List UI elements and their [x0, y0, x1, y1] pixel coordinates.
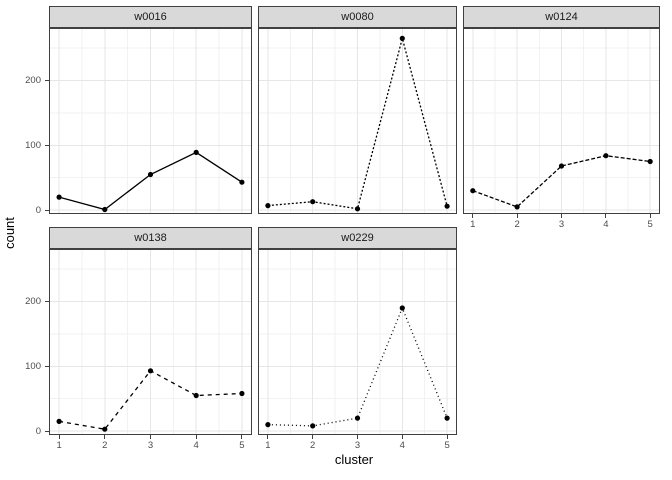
x-tick-label: 2 — [102, 440, 108, 451]
panel-gridlines — [463, 28, 660, 214]
x-tick-label: 4 — [603, 219, 609, 230]
facet-panel-w0080 — [258, 28, 457, 214]
x-tick-label: 1 — [56, 440, 62, 451]
x-tick-mark — [605, 214, 607, 218]
series-points — [470, 153, 653, 210]
facet-panel-w0124 — [463, 28, 660, 214]
x-tick-mark — [446, 435, 448, 439]
x-tick-label: 1 — [470, 219, 476, 230]
series-line — [472, 155, 651, 208]
panel-gridlines — [258, 249, 457, 435]
facet-strip: w0138 — [49, 227, 252, 249]
panel-gridlines — [49, 28, 252, 214]
facet-strip: w0016 — [49, 6, 252, 28]
series-line — [267, 35, 448, 210]
x-tick-mark — [195, 435, 197, 439]
series-points — [56, 368, 245, 432]
panel-gridlines — [258, 28, 457, 214]
series-line — [267, 306, 448, 427]
facet-strip-label: w0138 — [134, 232, 167, 244]
y-tick-mark — [45, 209, 49, 211]
y-tick-mark — [45, 365, 49, 367]
y-tick-label: 0 — [35, 204, 41, 216]
x-tick-label: 2 — [514, 219, 520, 230]
facet-strip-label: w0229 — [341, 232, 374, 244]
y-tick-label: 0 — [35, 425, 41, 437]
x-tick-mark — [58, 435, 60, 439]
x-tick-label: 1 — [265, 440, 271, 451]
series-points — [265, 35, 450, 212]
x-tick-label: 4 — [399, 440, 405, 451]
y-tick-label: 200 — [25, 296, 41, 307]
y-tick-label: 100 — [25, 360, 41, 372]
y-tick-label: 200 — [25, 75, 41, 86]
facet-strip: w0124 — [463, 6, 660, 28]
x-axis-title: cluster — [334, 452, 374, 467]
x-tick-label: 2 — [310, 440, 316, 451]
x-tick-label: 3 — [558, 219, 565, 230]
y-tick-label: 100 — [25, 139, 41, 151]
facet-strip: w0229 — [258, 227, 457, 249]
x-tick-mark — [357, 435, 358, 439]
y-tick-mark — [45, 301, 49, 302]
x-tick-mark — [649, 214, 651, 218]
x-tick-mark — [401, 435, 403, 439]
x-tick-label: 5 — [647, 219, 653, 230]
x-tick-mark — [241, 435, 243, 439]
facet-strip-label: w0080 — [341, 11, 374, 23]
y-tick-mark — [45, 430, 49, 432]
x-tick-mark — [104, 435, 106, 439]
x-tick-mark — [150, 435, 151, 439]
panel-gridlines — [49, 249, 252, 435]
x-tick-mark — [561, 214, 562, 218]
facet-strip: w0080 — [258, 6, 457, 28]
y-tick-mark — [45, 80, 49, 81]
facet-panel-w0138 — [49, 249, 252, 435]
x-tick-label: 3 — [147, 440, 154, 451]
facet-panel-w0016 — [49, 28, 252, 214]
x-tick-mark — [472, 214, 474, 218]
facet-panel-w0229 — [258, 249, 457, 435]
x-tick-mark — [516, 214, 518, 218]
x-tick-mark — [312, 435, 314, 439]
y-tick-mark — [45, 144, 49, 146]
x-tick-label: 4 — [193, 440, 199, 451]
x-tick-mark — [267, 435, 269, 439]
facet-strip-label: w0016 — [134, 11, 167, 23]
series-points — [265, 305, 450, 429]
facet-strip-label: w0124 — [545, 11, 578, 23]
series-points — [56, 149, 245, 213]
x-tick-label: 5 — [444, 440, 450, 451]
x-tick-label: 3 — [354, 440, 361, 451]
x-tick-label: 5 — [239, 440, 245, 451]
